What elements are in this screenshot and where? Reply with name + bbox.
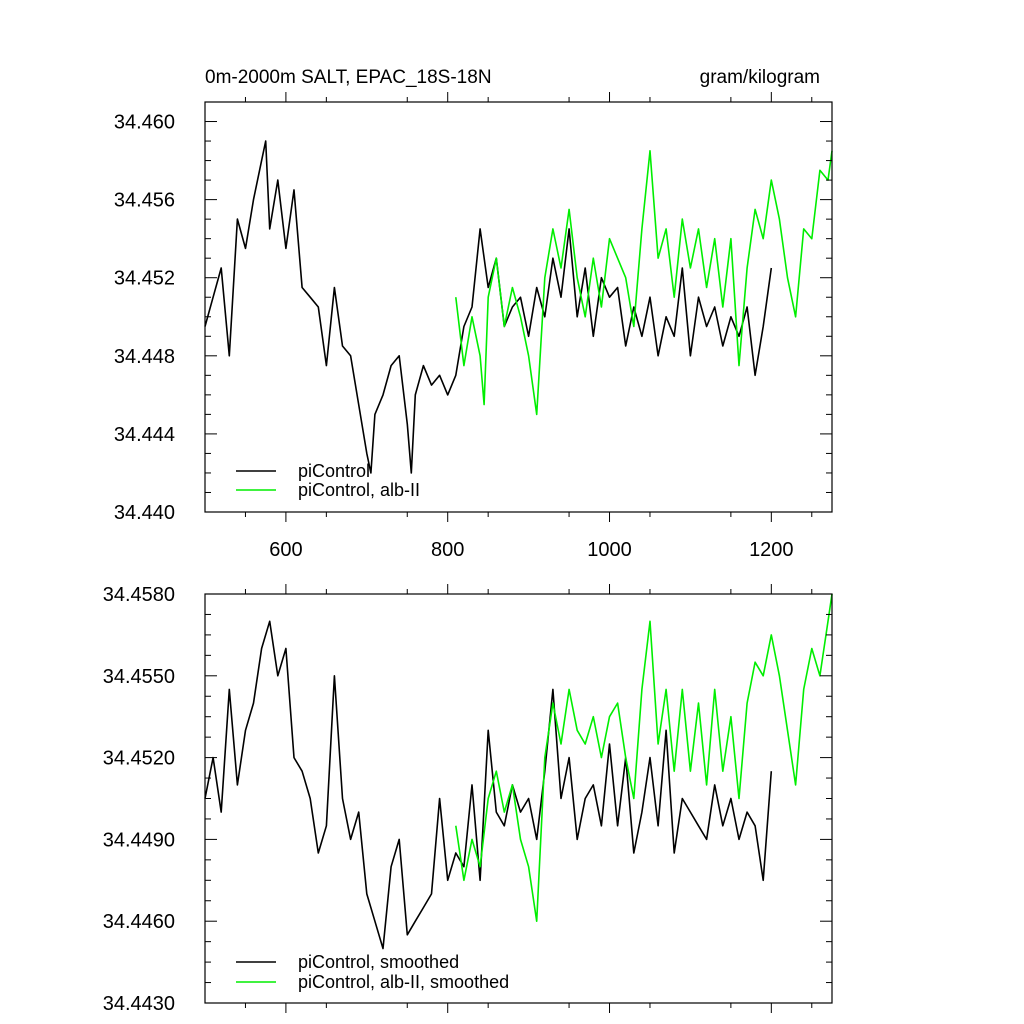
- top-legend-label-1: piControl, alb-II: [298, 480, 420, 500]
- top-series-group: [204, 140, 833, 474]
- top-ytick-label-1: 34.444: [114, 424, 175, 446]
- top-legend: piControl piControl, alb-II: [236, 461, 420, 500]
- top-xtick-label-1: 800: [431, 539, 464, 561]
- bottom-ytick-label-1: 34.4460: [103, 911, 175, 933]
- bottom-ytick-label-3: 34.4520: [103, 748, 175, 770]
- top-plot-frame: [204, 101, 833, 513]
- bottom-ytick-label-5: 34.4580: [103, 584, 175, 606]
- bottom-series-line-0: [204, 620, 773, 950]
- bottom-series-line-1: [455, 593, 833, 923]
- top-ytick-label-4: 34.456: [114, 190, 175, 212]
- bottom-plot-frame: [204, 593, 833, 1004]
- top-panel: 0m-2000m SALT, EPAC_18S-18N gram/kilogra…: [114, 67, 833, 561]
- bottom-legend-label-0: piControl, smoothed: [298, 952, 459, 972]
- top-xtick-label-3: 1200: [749, 539, 794, 561]
- top-ytick-label-3: 34.452: [114, 268, 175, 290]
- bottom-ytick-label-4: 34.4550: [103, 666, 175, 688]
- top-series-line-0: [204, 140, 773, 474]
- top-title: 0m-2000m SALT, EPAC_18S-18N: [205, 67, 492, 88]
- top-units: gram/kilogram: [700, 67, 820, 88]
- top-xtick-label-0: 600: [269, 539, 302, 561]
- top-ytick-label-5: 34.460: [114, 112, 175, 134]
- bottom-legend-label-1: piControl, alb-II, smoothed: [298, 972, 509, 992]
- top-legend-label-0: piControl: [298, 461, 370, 481]
- bottom-series-group: [204, 593, 833, 950]
- bottom-axes: 34.4430 34.4460 34.4490 34.4520 34.4550 34.45…: [103, 584, 833, 1015]
- bottom-ytick-label-2: 34.4490: [103, 829, 175, 851]
- top-ytick-label-0: 34.440: [114, 502, 175, 524]
- bottom-panel: 34.4430 34.4460 34.4490 34.4520 34.4550 34.45…: [103, 584, 833, 1015]
- top-xtick-label-2: 1000: [587, 539, 632, 561]
- bottom-ytick-label-0: 34.4430: [103, 993, 175, 1015]
- top-series-line-1: [455, 150, 833, 416]
- bottom-legend: piControl, smoothed piControl, alb-II, s…: [236, 952, 509, 992]
- top-axes: 34.440 34.444 34.448 34.452 34.456 34.460 600 8…: [114, 92, 833, 561]
- top-ytick-label-2: 34.448: [114, 346, 175, 368]
